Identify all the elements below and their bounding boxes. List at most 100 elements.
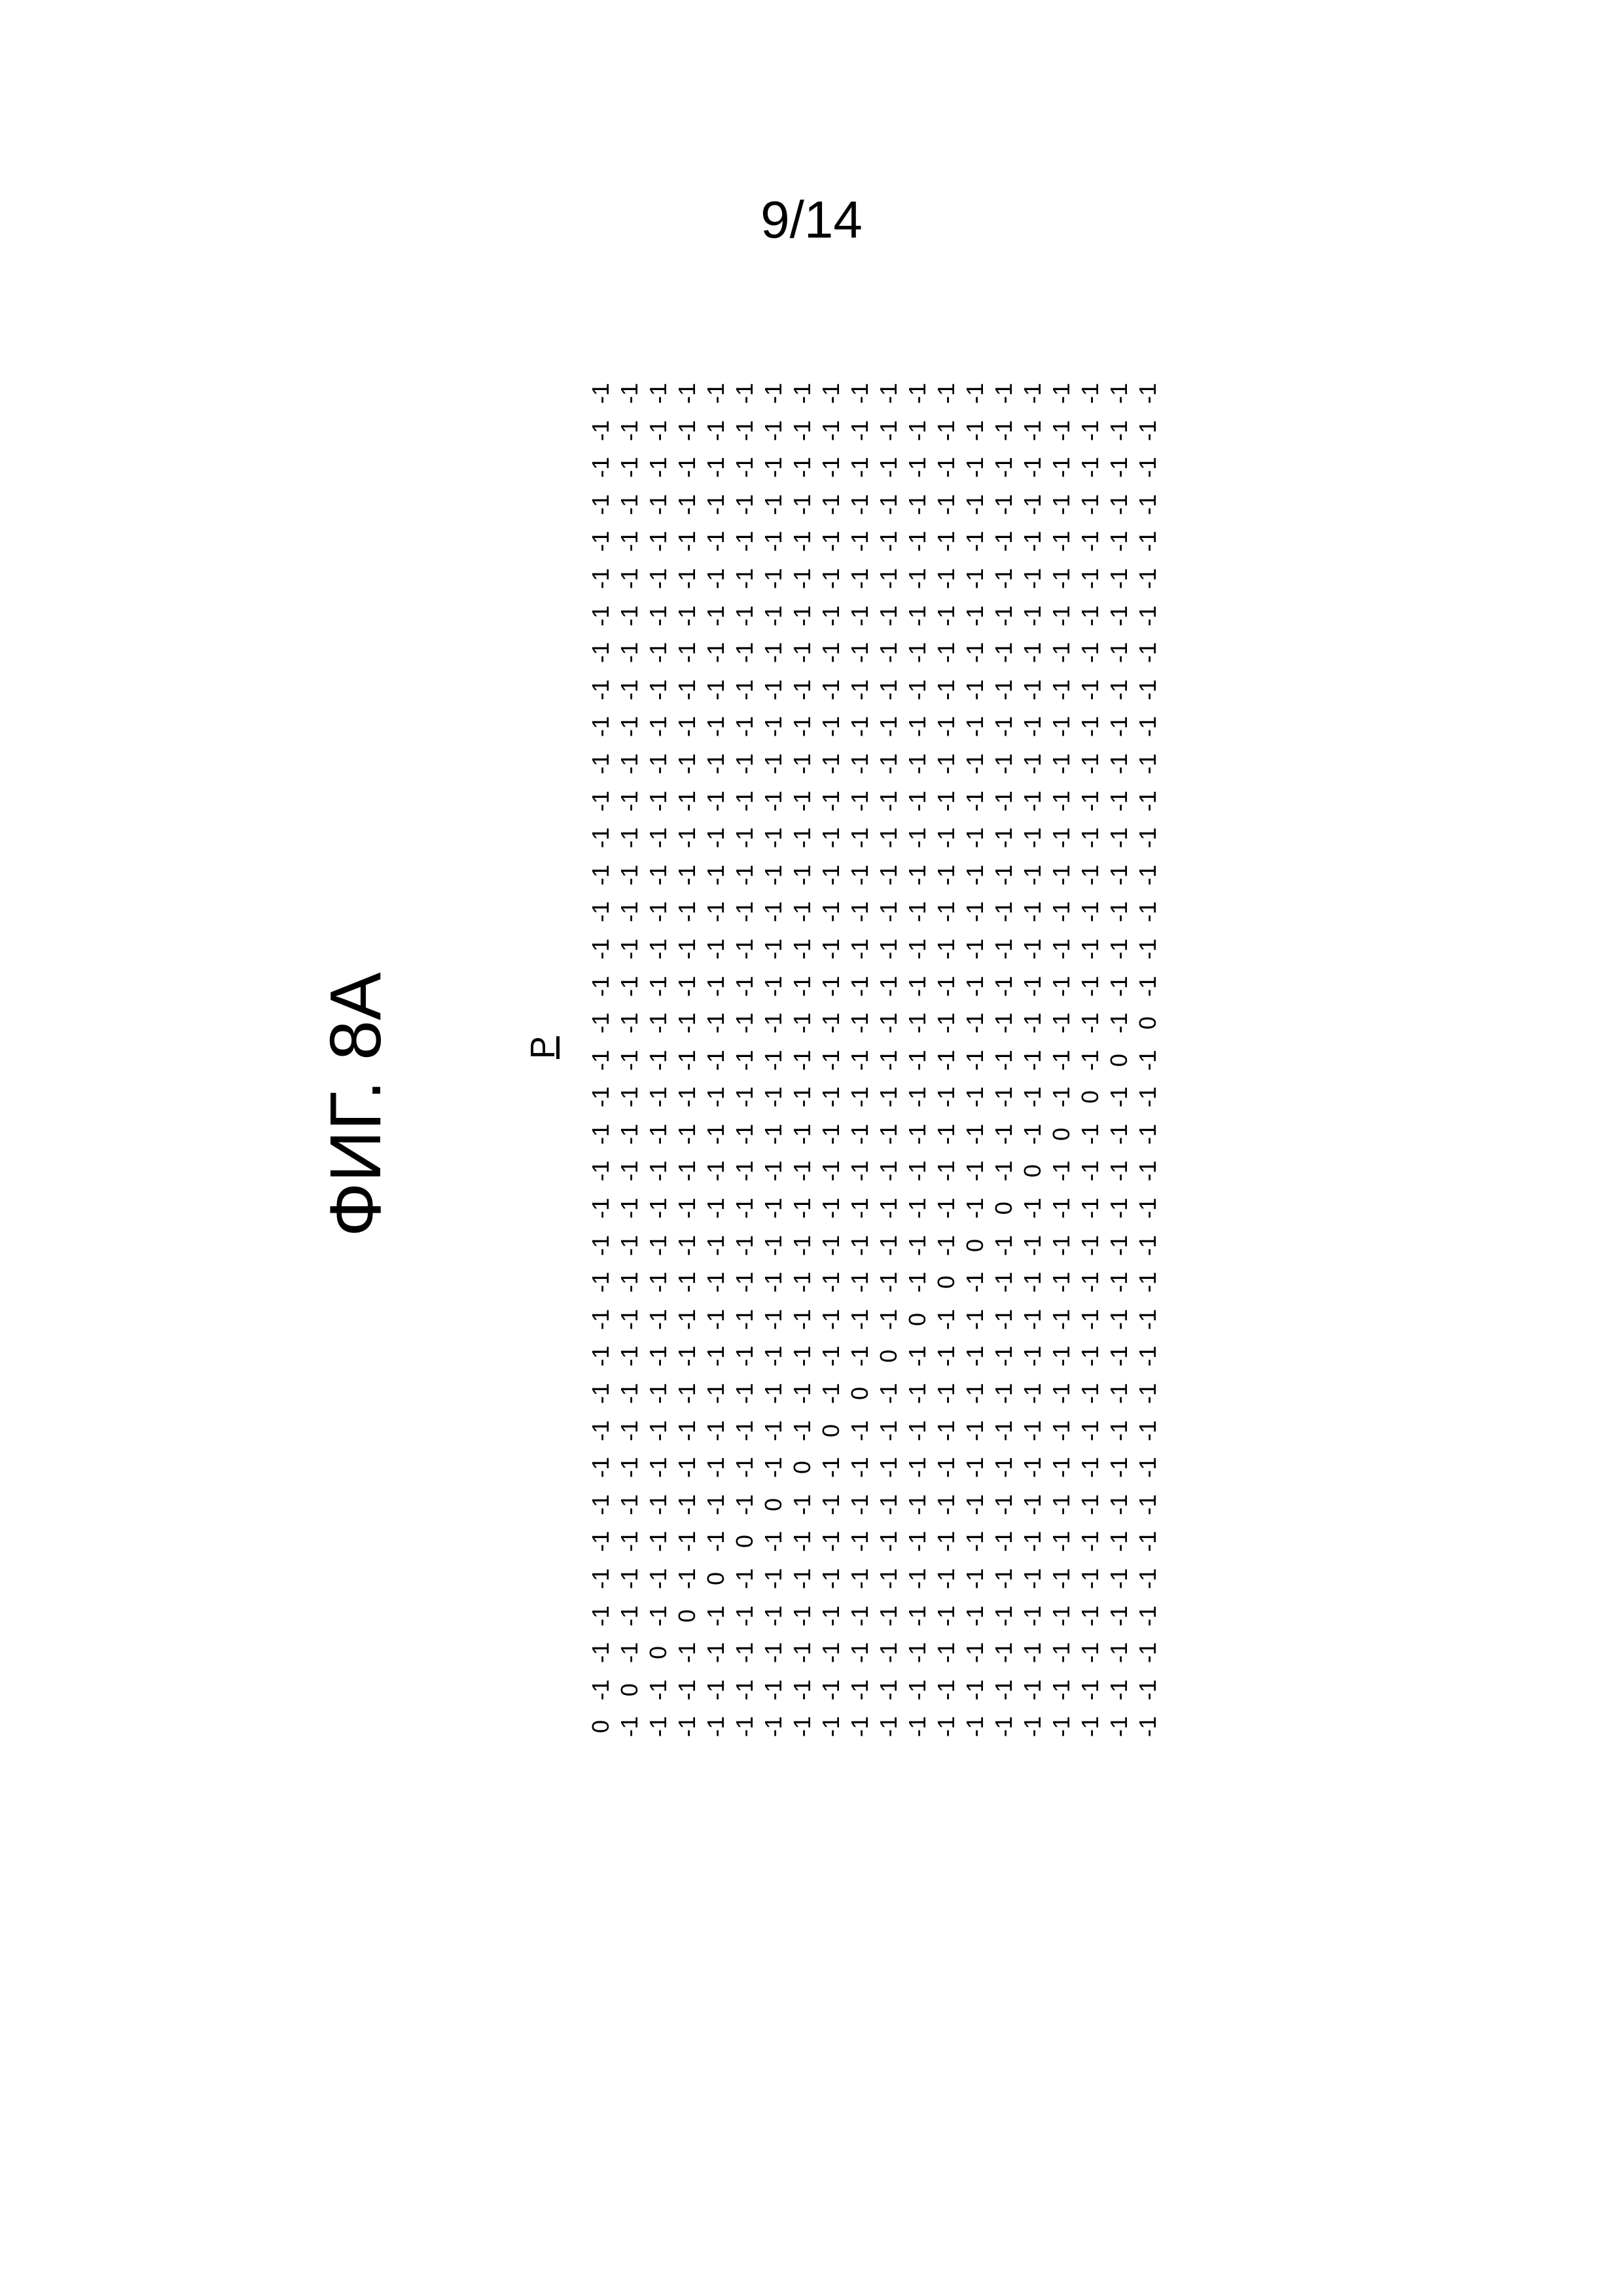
matrix-cell: -1: [702, 1049, 730, 1072]
matrix-cell: -1: [702, 1493, 730, 1516]
matrix-cell: -1: [933, 456, 960, 479]
matrix-cell: -1: [760, 493, 787, 516]
matrix-cell: -1: [1048, 604, 1075, 628]
matrix-cell: -1: [1048, 1456, 1075, 1479]
matrix-cell: -1: [933, 1456, 960, 1479]
matrix-cell: -1: [846, 456, 874, 479]
matrix-cell: -1: [1077, 1641, 1104, 1664]
matrix-cell: -1: [645, 1382, 672, 1405]
matrix-cell: -1: [875, 1567, 902, 1590]
matrix-cell: -1: [961, 1344, 989, 1368]
matrix-cell: -1: [1048, 826, 1075, 850]
matrix-cell: -1: [990, 1308, 1018, 1331]
matrix-cell: -1: [990, 1715, 1018, 1738]
matrix-cell: -1: [616, 529, 643, 553]
matrix-cell: -1: [904, 567, 931, 590]
matrix-cell: -1: [817, 1493, 845, 1516]
matrix-cell: -1: [616, 678, 643, 702]
matrix-cell: -1: [1105, 900, 1133, 924]
matrix-cell: -1: [587, 1456, 615, 1479]
matrix-cell: -1: [673, 1715, 701, 1738]
matrix-cell: -1: [1019, 1456, 1046, 1479]
matrix-cell: -1: [789, 1641, 816, 1664]
matrix-cell: -1: [1077, 1678, 1104, 1702]
matrix-cell: -1: [731, 1456, 758, 1479]
matrix-cell: -1: [1134, 1678, 1162, 1702]
matrix-cell: -1: [1019, 789, 1046, 813]
matrix-cell: -1: [587, 493, 615, 516]
matrix-cell: -1: [904, 826, 931, 850]
matrix-cell: -1: [990, 1419, 1018, 1443]
matrix-cell: -1: [875, 641, 902, 664]
matrix-cell: -1: [904, 789, 931, 813]
matrix-cell: -1: [961, 715, 989, 738]
matrix-cell: -1: [1105, 975, 1133, 998]
matrix-cell: -1: [1048, 1085, 1075, 1109]
matrix-cell: -1: [616, 1641, 643, 1664]
matrix-cell: -1: [731, 1159, 758, 1183]
matrix-cell: -1: [616, 1493, 643, 1516]
matrix-cell: -1: [933, 1049, 960, 1072]
matrix-cell: -1: [789, 1234, 816, 1257]
matrix-cell: -1: [702, 1530, 730, 1553]
matrix-cell: -1: [990, 567, 1018, 590]
matrix-cell: -1: [817, 1382, 845, 1405]
matrix-row: -1-1-1-1-1-1-1-1-1-1-1-1-1-1-1-1-1-1-1-1: [589, 973, 1160, 1000]
matrix-cell: -1: [587, 1604, 615, 1628]
matrix-cell: -1: [1048, 1196, 1075, 1220]
matrix-cell: -1: [616, 493, 643, 516]
matrix-cell: -1: [990, 1604, 1018, 1628]
matrix-cell: -1: [904, 1604, 931, 1628]
matrix-cell: -1: [1134, 419, 1162, 442]
matrix-cell: -1: [846, 604, 874, 628]
matrix-cell: -1: [1105, 1715, 1133, 1738]
matrix-cell: -1: [961, 1715, 989, 1738]
matrix-cell: -1: [702, 1308, 730, 1331]
matrix-cell: -1: [616, 1049, 643, 1072]
matrix-cell: -1: [904, 1085, 931, 1109]
matrix-cell: -1: [875, 1604, 902, 1628]
matrix-row: -1-1-1-1-1-1-1-1-1-1-1-1-1-1-1-1-1-10-1: [589, 1047, 1160, 1074]
matrix-cell: -1: [817, 1715, 845, 1738]
matrix-cell: -1: [731, 1122, 758, 1146]
matrix-cell: -1: [587, 1122, 615, 1146]
matrix-cell: -1: [731, 1085, 758, 1109]
matrix-cell: -1: [616, 826, 643, 850]
matrix-cell: -1: [846, 1715, 874, 1738]
matrix-table: -1-1-1-1-1-1-1-1-1-1-1-1-1-1-1-1-1-1-1-1…: [589, 380, 1160, 1740]
matrix-cell: -1: [846, 641, 874, 664]
matrix-cell: -1: [587, 789, 615, 813]
matrix-cell: -1: [616, 1530, 643, 1553]
matrix-cell: -1: [933, 1196, 960, 1220]
matrix-cell: -1: [789, 826, 816, 850]
matrix-cell: -1: [645, 641, 672, 664]
matrix-cell: -1: [1019, 1196, 1046, 1220]
matrix-cell: -1: [645, 1308, 672, 1331]
matrix-cell: -1: [673, 1493, 701, 1516]
matrix-cell: -1: [1048, 715, 1075, 738]
matrix-cell: -1: [933, 752, 960, 776]
matrix-cell: -1: [760, 529, 787, 553]
matrix-cell: -1: [1105, 1530, 1133, 1553]
matrix-cell: -1: [1077, 975, 1104, 998]
matrix-cell: -1: [616, 382, 643, 405]
matrix-cell: -1: [1105, 1641, 1133, 1664]
matrix-cell: -1: [990, 1159, 1018, 1183]
matrix-cell: -1: [616, 1011, 643, 1035]
matrix-cell: -1: [817, 604, 845, 628]
matrix-cell: -1: [673, 1382, 701, 1405]
matrix-cell: -1: [789, 1196, 816, 1220]
matrix-cell: -1: [1077, 1604, 1104, 1628]
matrix-cell: -1: [731, 1678, 758, 1702]
matrix-cell: -1: [846, 1196, 874, 1220]
matrix-cell: -1: [990, 641, 1018, 664]
matrix-cell: -1: [904, 382, 931, 405]
matrix-row: -1-1-1-1-1-1-1-1-1-1-1-1-1-1-1-1-1-1-1-1: [589, 898, 1160, 925]
matrix-cell: -1: [1048, 456, 1075, 479]
matrix-row: -1-1-1-1-1-1-1-1-1-1-1-1-1-1-1-1-1-1-1-1: [589, 935, 1160, 963]
matrix-cell: -1: [645, 1678, 672, 1702]
matrix-cell: -1: [673, 678, 701, 702]
matrix-cell: -1: [1077, 1122, 1104, 1146]
matrix-cell: -1: [731, 1567, 758, 1590]
matrix-cell: -1: [616, 604, 643, 628]
